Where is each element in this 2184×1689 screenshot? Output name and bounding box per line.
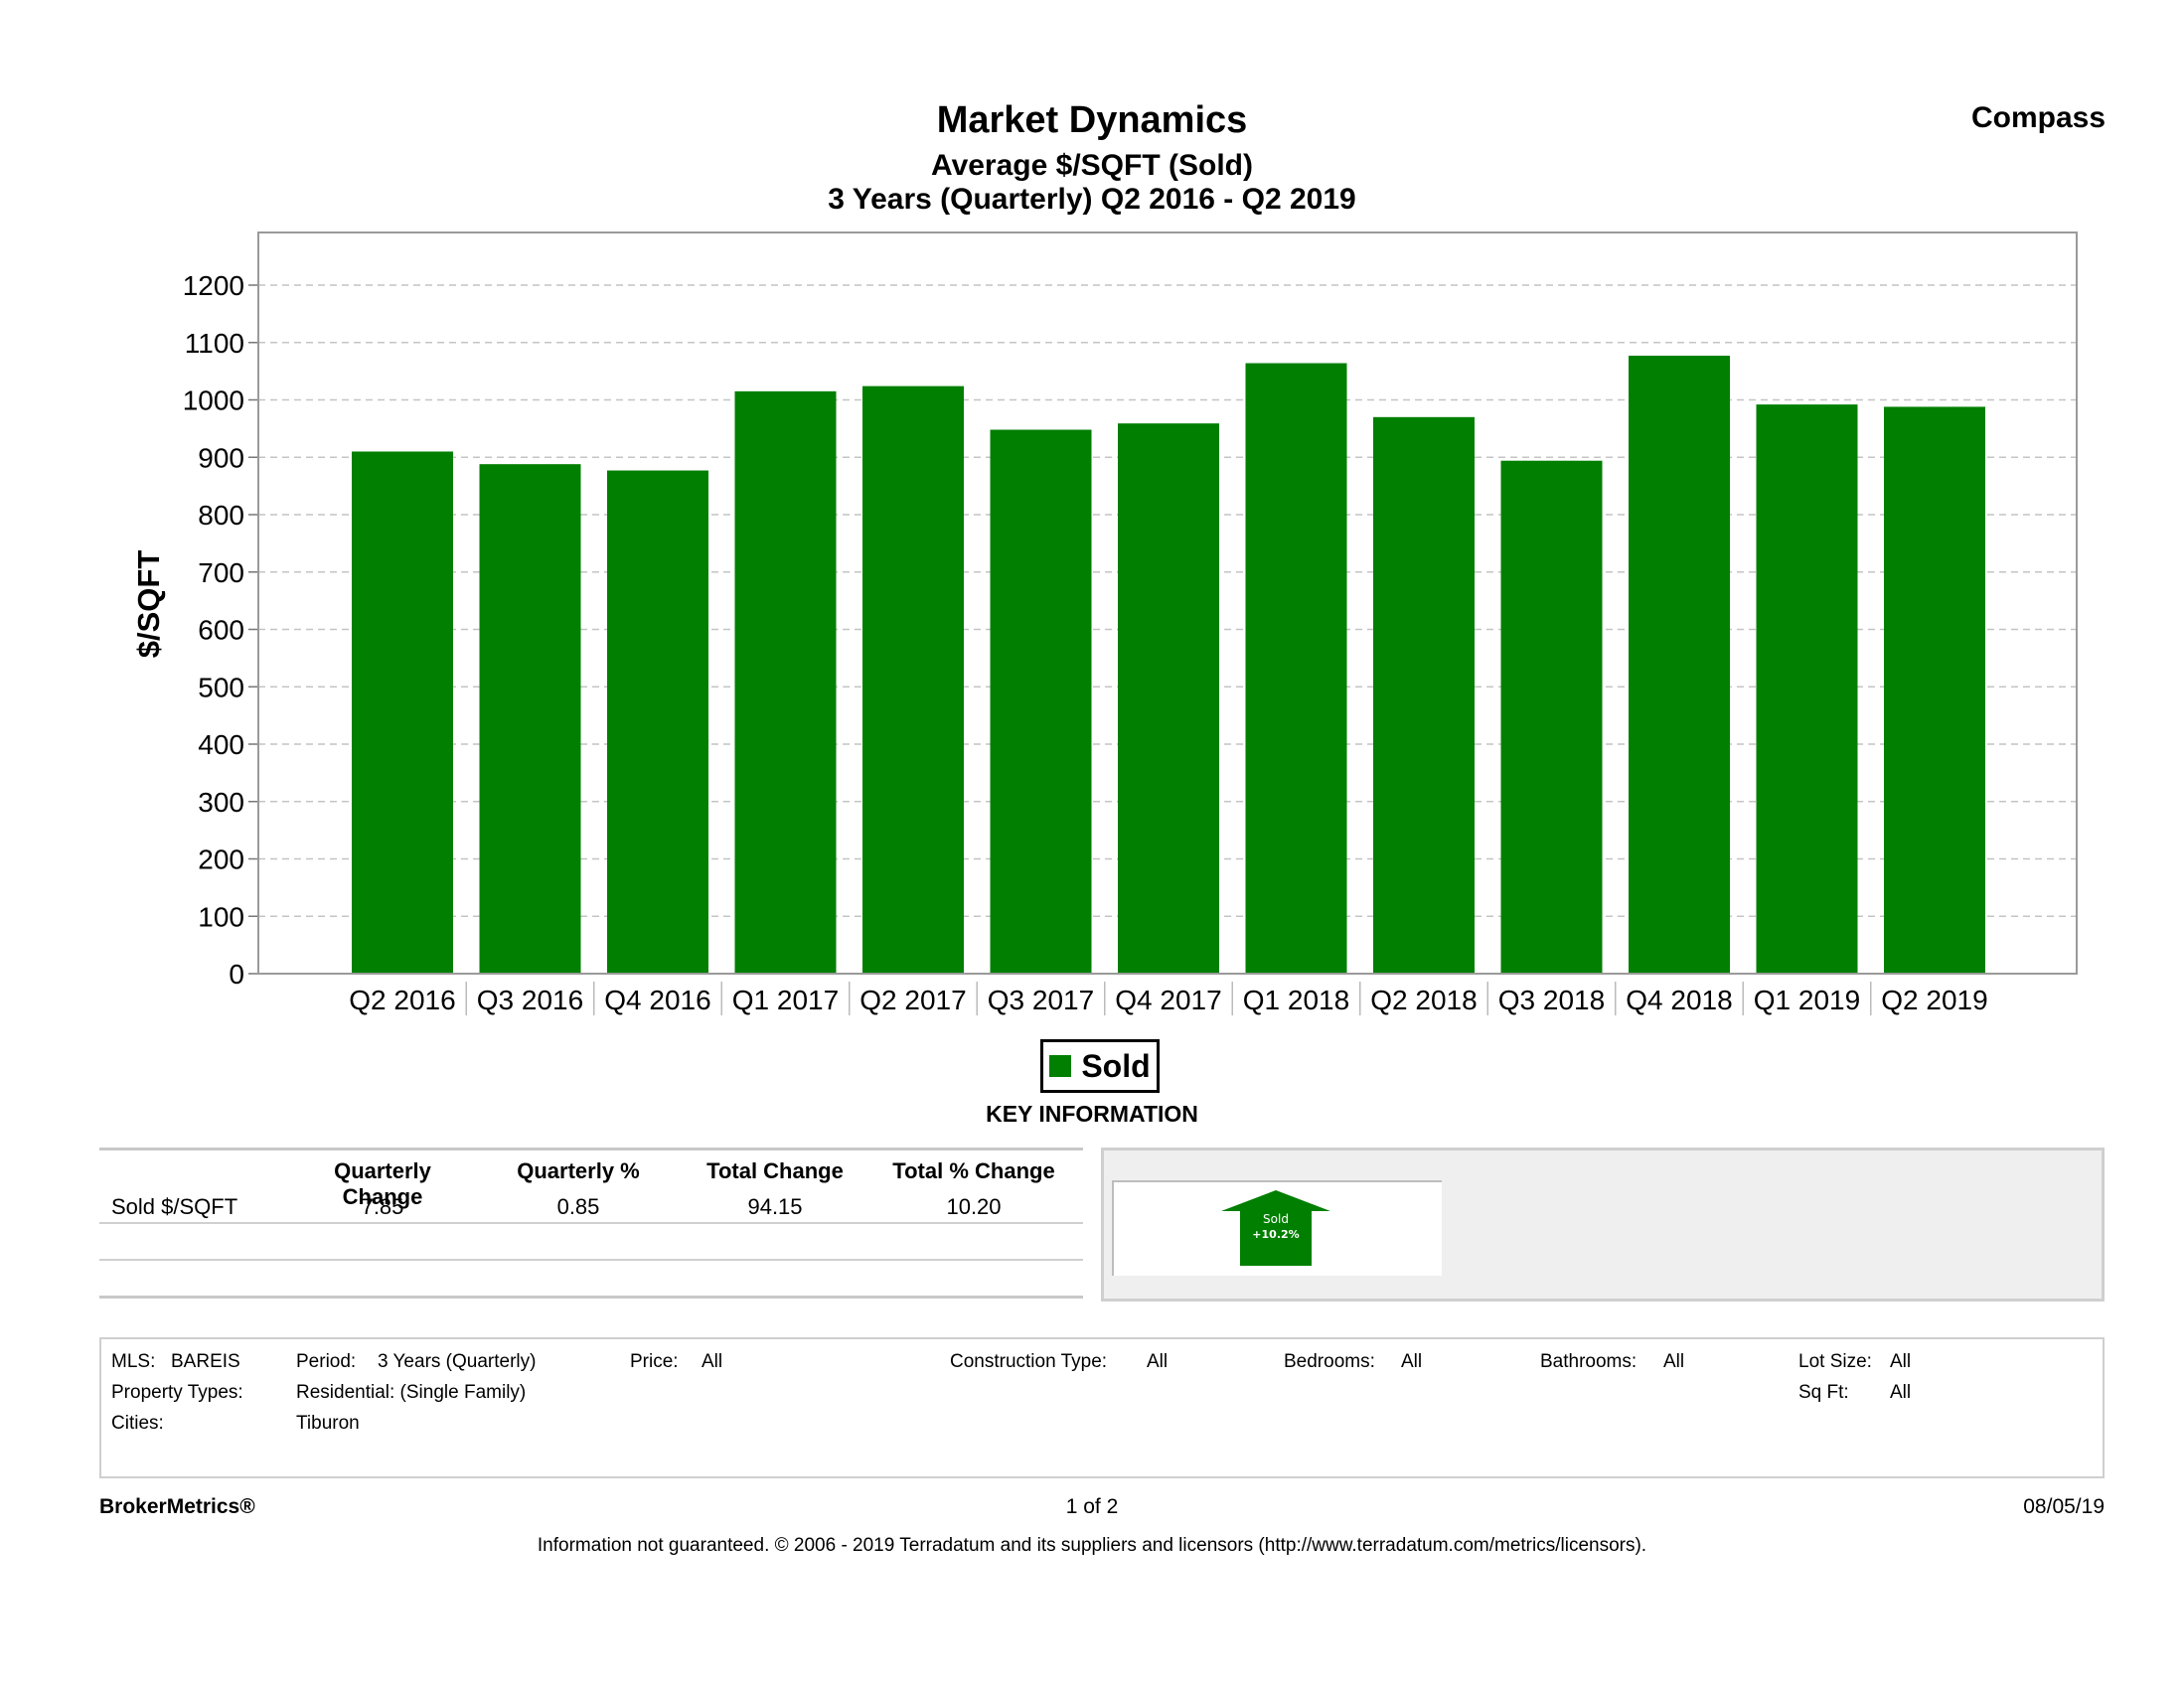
bathrooms-label: Bathrooms: (1540, 1351, 1638, 1372)
bar-chart: 0 100 200 300 400 500 600 700 800 900 1000 1100 1200… (131, 231, 2078, 1015)
bar-q3-2016 (479, 464, 581, 974)
report-date: 08/05/19 (2023, 1495, 2105, 1518)
col-quarterly-change: Quarterly Change (334, 1158, 431, 1209)
cities-value: Tiburon (296, 1413, 360, 1434)
bar-q4-2018 (1629, 356, 1730, 975)
quarterly-pct-value: 0.85 (556, 1194, 600, 1219)
sq-ft-label: Sq Ft: (1798, 1382, 1849, 1403)
bar-q1-2018 (1245, 363, 1347, 974)
mls-label: MLS: (111, 1351, 156, 1372)
change-indicator-box: Sold +10.2% (1112, 1180, 1442, 1276)
bar-q3-2018 (1500, 460, 1603, 975)
y-tick-label: 200 (198, 844, 244, 875)
y-tick-label: 0 (229, 959, 244, 990)
x-tick-label: Q3 2016 (477, 985, 583, 1015)
bar-q4-2016 (607, 470, 708, 974)
chart-legend: Sold (1040, 1039, 1160, 1093)
x-tick-label: Q2 2017 (859, 985, 966, 1015)
x-tick-label: Q1 2019 (1754, 985, 1860, 1015)
table-row: Sold $/SQFT 7.85 0.85 94.15 10.20 (99, 1186, 1083, 1222)
total-pct-change-value: 10.20 (946, 1194, 1002, 1219)
bar-q3-2017 (990, 429, 1092, 974)
y-tick-label: 1000 (183, 385, 244, 416)
disclaimer: Information not guaranteed. © 2006 - 201… (537, 1535, 1647, 1556)
col-quarterly-pct: Quarterly % (517, 1158, 640, 1183)
arrow-value: +10.2% (1252, 1228, 1299, 1241)
page-number: 1 of 2 (1065, 1495, 1119, 1518)
x-axis-ticks: Q2 2016 Q3 2016 Q4 2016 Q1 2017 Q2 2017 Q3 20… (349, 982, 1988, 1015)
key-info-heading: KEY INFORMATION (986, 1101, 1198, 1127)
sq-ft-value: All (1890, 1382, 1912, 1403)
chart-subtitle: Average $/SQFT (Sold) (931, 149, 1253, 182)
x-tick-label: Q3 2017 (988, 985, 1094, 1015)
total-change-value: 94.15 (747, 1194, 803, 1219)
y-axis-ticks: 0 100 200 300 400 500 600 700 800 900 1000 1100 1200 (183, 270, 258, 990)
bedrooms-label: Bedrooms: (1284, 1351, 1375, 1372)
x-tick-label: Q4 2017 (1115, 985, 1221, 1015)
chart-bars (352, 356, 1985, 975)
price-value: All (702, 1351, 723, 1372)
x-tick-label: Q4 2016 (604, 985, 710, 1015)
bar-q1-2017 (734, 390, 837, 974)
quarterly-change-value: 7.85 (361, 1194, 404, 1219)
y-tick-label: 400 (198, 729, 244, 760)
y-tick-label: 1200 (183, 270, 244, 301)
bar-q2-2017 (862, 385, 964, 974)
y-tick-label: 700 (198, 557, 244, 588)
bar-q1-2019 (1756, 404, 1858, 974)
bar-q2-2019 (1884, 406, 1985, 974)
y-tick-label: 800 (198, 500, 244, 531)
key-table-header: Quarterly Change Quarterly % Total Chang… (99, 1151, 1083, 1209)
bar-q2-2016 (352, 451, 453, 975)
bedrooms-value: All (1401, 1351, 1423, 1372)
y-tick-label: 600 (198, 615, 244, 646)
period-line: 3 Years (Quarterly) Q2 2016 - Q2 2019 (828, 183, 1356, 216)
property-types-label: Property Types: (111, 1382, 243, 1403)
cities-label: Cities: (111, 1413, 164, 1434)
period-value: 3 Years (Quarterly) (378, 1351, 537, 1372)
x-tick-label: Q2 2016 (349, 985, 455, 1015)
x-tick-label: Q2 2019 (1881, 985, 1987, 1015)
y-tick-label: 100 (198, 901, 244, 932)
key-info-table: Quarterly Change Quarterly % Total Chang… (99, 1148, 1083, 1299)
x-tick-label: Q4 2018 (1626, 985, 1732, 1015)
y-tick-label: 500 (198, 672, 244, 702)
lot-size-value: All (1890, 1351, 1912, 1372)
lot-size-label: Lot Size: (1798, 1351, 1872, 1372)
row-label: Sold $/SQFT (111, 1194, 238, 1219)
x-tick-label: Q1 2018 (1243, 985, 1349, 1015)
construction-label: Construction Type: (950, 1351, 1108, 1372)
change-indicator-panel: Sold +10.2% (1101, 1148, 2105, 1302)
bar-q4-2017 (1118, 423, 1219, 974)
plot-frame (257, 231, 2078, 975)
bar-q2-2018 (1373, 416, 1475, 974)
x-tick-label: Q1 2017 (732, 985, 839, 1015)
col-total-pct-change: Total % Change (892, 1158, 1055, 1183)
up-arrow-icon: Sold +10.2% (1221, 1190, 1330, 1266)
x-tick-label: Q3 2018 (1498, 985, 1605, 1015)
y-tick-label: 900 (198, 442, 244, 473)
report-filters: MLS: BAREIS Period: 3 Years (Quarterly) … (99, 1337, 2105, 1478)
mls-value: BAREIS (171, 1351, 240, 1372)
page-title: Market Dynamics (936, 99, 1248, 141)
arrow-label: Sold (1263, 1212, 1289, 1226)
col-total-change: Total Change (706, 1158, 844, 1183)
property-types-value: Residential: (Single Family) (296, 1382, 527, 1403)
bathrooms-value: All (1663, 1351, 1685, 1372)
construction-value: All (1147, 1351, 1169, 1372)
x-tick-label: Q2 2018 (1370, 985, 1477, 1015)
y-tick-label: 300 (198, 787, 244, 818)
legend-label: Sold (1081, 1047, 1151, 1084)
y-tick-label: 1100 (185, 328, 244, 359)
legend-swatch (1049, 1055, 1072, 1077)
period-label: Period: (296, 1351, 357, 1372)
price-label: Price: (630, 1351, 679, 1372)
brand-name: Compass (1970, 101, 2106, 134)
footer-brand: BrokerMetrics® (99, 1495, 255, 1518)
y-axis-label: $/SQFT (131, 550, 166, 659)
